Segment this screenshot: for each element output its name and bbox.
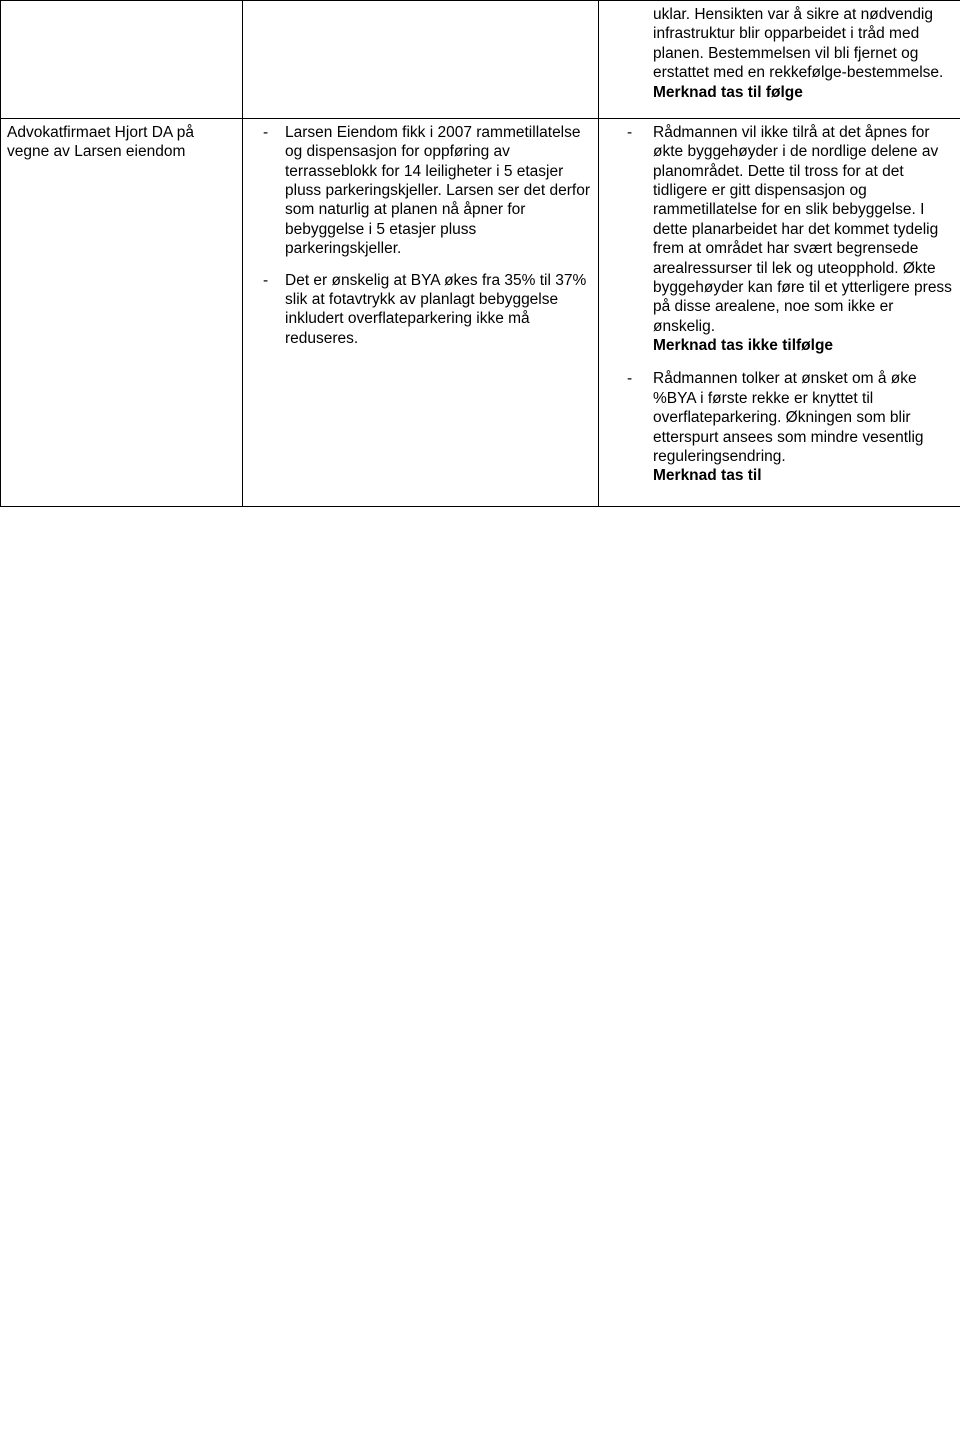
r1c3-content: uklar. Hensikten var å sikre at nødvendi…: [605, 5, 954, 102]
r2c3-list: Rådmannen vil ikke tilrå at det åpnes fo…: [605, 123, 954, 486]
list-item: Rådmannen tolker at ønsket om å øke %BYA…: [605, 369, 954, 485]
r2c2-item1: Larsen Eiendom fikk i 2007 rammetillatel…: [285, 124, 590, 257]
table-row: Advokatfirmaet Hjort DA på vegne av Lars…: [1, 118, 960, 506]
r1c3-bold: Merknad tas til følge: [653, 84, 803, 101]
r2c3-item2-bold: Merknad tas til: [653, 467, 762, 484]
list-item: Larsen Eiendom fikk i 2007 rammetillatel…: [249, 123, 592, 259]
cell-r2-c3: Rådmannen vil ikke tilrå at det åpnes fo…: [599, 118, 960, 506]
list-item: Det er ønskelig at BYA økes fra 35% til …: [249, 271, 592, 349]
r1c3-para: uklar. Hensikten var å sikre at nødvendi…: [653, 6, 943, 81]
r2c3-item1-bold: Merknad tas ikke tilfølge: [653, 337, 833, 354]
document-page: uklar. Hensikten var å sikre at nødvendi…: [0, 0, 960, 507]
cell-r2-c2: Larsen Eiendom fikk i 2007 rammetillatel…: [243, 118, 599, 506]
cell-r1-c1: [1, 1, 243, 119]
cell-r1-c3: uklar. Hensikten var å sikre at nødvendi…: [599, 1, 960, 119]
cell-r1-c2: [243, 1, 599, 119]
r2c3-item1-text: Rådmannen vil ikke tilrå at det åpnes fo…: [653, 124, 952, 335]
r2c2-item2: Det er ønskelig at BYA økes fra 35% til …: [285, 272, 586, 347]
document-table: uklar. Hensikten var å sikre at nødvendi…: [0, 0, 960, 507]
r2c3-item2-text: Rådmannen tolker at ønsket om å øke %BYA…: [653, 370, 924, 465]
list-item: Rådmannen vil ikke tilrå at det åpnes fo…: [605, 123, 954, 356]
r2c2-list: Larsen Eiendom fikk i 2007 rammetillatel…: [249, 123, 592, 348]
r2c1-text: Advokatfirmaet Hjort DA på vegne av Lars…: [7, 123, 236, 162]
cell-r2-c1: Advokatfirmaet Hjort DA på vegne av Lars…: [1, 118, 243, 506]
table-row: uklar. Hensikten var å sikre at nødvendi…: [1, 1, 960, 119]
